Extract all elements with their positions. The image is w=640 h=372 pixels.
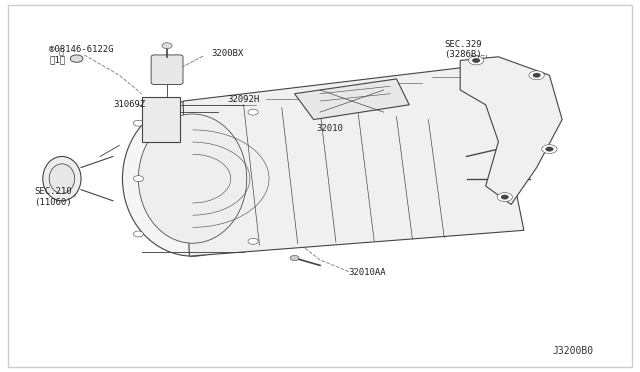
Polygon shape xyxy=(183,68,524,256)
Circle shape xyxy=(541,145,557,154)
Circle shape xyxy=(133,120,143,126)
Text: ®08146-6122G
（1）: ®08146-6122G （1） xyxy=(49,45,114,65)
Circle shape xyxy=(468,56,484,65)
Polygon shape xyxy=(294,79,409,119)
Text: SEC.329
(3286B): SEC.329 (3286B) xyxy=(444,40,482,59)
Polygon shape xyxy=(460,57,562,205)
Circle shape xyxy=(545,147,553,151)
Circle shape xyxy=(533,73,540,77)
Circle shape xyxy=(248,109,258,115)
Text: Ⓑ: Ⓑ xyxy=(59,48,64,57)
Text: 32010: 32010 xyxy=(317,124,344,133)
Ellipse shape xyxy=(43,157,81,201)
Polygon shape xyxy=(141,97,180,142)
Circle shape xyxy=(162,43,172,49)
Ellipse shape xyxy=(49,164,75,193)
Circle shape xyxy=(501,195,509,199)
Ellipse shape xyxy=(122,101,262,256)
Circle shape xyxy=(133,231,143,237)
Circle shape xyxy=(472,58,480,62)
Text: 3200BX: 3200BX xyxy=(212,49,244,58)
Text: SEC.210
(11060): SEC.210 (11060) xyxy=(35,187,72,207)
Text: 32092H: 32092H xyxy=(228,95,260,104)
Circle shape xyxy=(248,238,258,244)
Circle shape xyxy=(70,55,83,62)
Circle shape xyxy=(529,71,544,80)
Text: 31069Z: 31069Z xyxy=(113,100,145,109)
FancyBboxPatch shape xyxy=(151,55,183,84)
Circle shape xyxy=(133,176,143,182)
Ellipse shape xyxy=(138,114,246,243)
Text: J3200B0: J3200B0 xyxy=(553,346,594,356)
Text: 32010AA: 32010AA xyxy=(349,268,387,277)
Circle shape xyxy=(290,256,299,260)
Circle shape xyxy=(497,193,513,202)
